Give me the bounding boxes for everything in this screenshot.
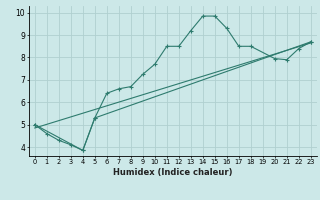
X-axis label: Humidex (Indice chaleur): Humidex (Indice chaleur) — [113, 168, 233, 177]
